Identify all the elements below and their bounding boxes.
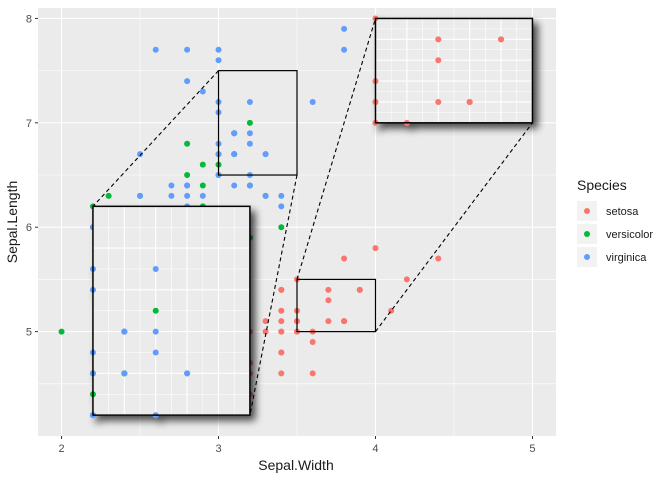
point-setosa: [309, 339, 316, 346]
y-tick-label: 8: [26, 13, 32, 25]
inset-point-setosa: [435, 57, 442, 64]
point-setosa: [278, 286, 285, 293]
point-virginica: [246, 140, 253, 147]
y-tick-label: 5: [26, 327, 32, 339]
point-virginica: [246, 98, 253, 105]
zoom-region-box: [217, 70, 298, 176]
y-tick-label: 7: [26, 118, 32, 130]
point-setosa: [278, 370, 285, 377]
point-versicolor: [58, 328, 65, 335]
inset-border: [92, 205, 251, 416]
legend-label-versicolor: versicolor: [606, 229, 653, 241]
zoom-region-box: [296, 278, 377, 333]
point-virginica: [184, 46, 191, 53]
point-setosa: [278, 349, 285, 356]
point-setosa: [372, 245, 379, 252]
point-versicolor: [278, 224, 285, 231]
point-versicolor: [199, 161, 206, 168]
point-setosa: [435, 255, 442, 262]
point-virginica: [215, 57, 222, 64]
point-virginica: [168, 182, 175, 189]
point-setosa: [325, 318, 332, 325]
point-virginica: [341, 46, 348, 53]
y-tick-label: 6: [26, 222, 32, 234]
point-virginica: [309, 98, 316, 105]
point-setosa: [278, 328, 285, 335]
point-versicolor: [199, 182, 206, 189]
legend-label-virginica: virginica: [606, 252, 647, 264]
point-virginica: [278, 192, 285, 199]
inset-point-setosa: [466, 98, 473, 105]
legend-swatch-setosa: [584, 208, 590, 214]
point-setosa: [278, 318, 285, 325]
point-virginica: [137, 192, 144, 199]
point-virginica: [341, 25, 348, 32]
inset-border: [374, 17, 534, 124]
point-virginica: [215, 46, 222, 53]
point-virginica: [184, 78, 191, 85]
x-tick-label: 4: [372, 443, 378, 455]
x-tick-label: 5: [529, 443, 535, 455]
inset-point-virginica: [152, 265, 159, 272]
point-versicolor: [105, 192, 112, 199]
x-tick-label: 3: [215, 443, 221, 455]
inset-point-virginica: [184, 370, 191, 377]
legend-swatch-versicolor: [584, 231, 590, 237]
point-setosa: [309, 370, 316, 377]
point-virginica: [246, 130, 253, 137]
y-axis-title: Sepal.Length: [4, 181, 20, 264]
point-virginica: [199, 192, 206, 199]
zoom-insets: [89, 15, 534, 419]
point-setosa: [356, 286, 363, 293]
zoom-connector-line: [249, 174, 298, 416]
point-virginica: [152, 46, 159, 53]
zoom-connector-line: [296, 18, 377, 280]
inset-point-virginica: [152, 328, 159, 335]
x-tick-label: 2: [58, 443, 64, 455]
inset-point-setosa: [435, 36, 442, 43]
inset-point-setosa: [435, 98, 442, 105]
point-setosa: [341, 318, 348, 325]
zoom-connector-line: [375, 122, 533, 332]
inset-point-virginica: [121, 328, 128, 335]
legend-swatch-virginica: [584, 254, 590, 260]
point-versicolor: [184, 172, 191, 179]
zoom-inset-panel: [372, 15, 534, 126]
point-setosa: [325, 286, 332, 293]
x-axis-title: Sepal.Width: [258, 457, 333, 473]
inset-point-virginica: [152, 349, 159, 356]
point-virginica: [262, 192, 269, 199]
zoom-inset-panel: [89, 205, 251, 419]
legend: Species setosa versicolor virginica: [577, 177, 653, 267]
legend-title: Species: [577, 177, 627, 193]
point-setosa: [262, 318, 269, 325]
zoom-connector-line: [92, 70, 219, 207]
point-setosa: [403, 276, 410, 283]
point-setosa: [325, 297, 332, 304]
point-setosa: [278, 307, 285, 314]
point-virginica: [278, 203, 285, 210]
axis-ticks: 2 3 4 5 5 6 7 8: [26, 13, 536, 455]
point-virginica: [262, 151, 269, 158]
point-virginica: [231, 151, 238, 158]
point-virginica: [231, 182, 238, 189]
point-setosa: [341, 255, 348, 262]
zoom-inset-1: [89, 70, 298, 419]
point-virginica: [184, 192, 191, 199]
legend-label-setosa: setosa: [606, 206, 639, 218]
point-virginica: [231, 130, 238, 137]
point-virginica: [246, 182, 253, 189]
point-virginica: [199, 88, 206, 95]
zoom-inset-2: [296, 15, 534, 333]
point-versicolor: [246, 119, 253, 126]
point-virginica: [137, 151, 144, 158]
inset-point-setosa: [498, 36, 505, 43]
inset-point-versicolor: [152, 307, 159, 314]
point-virginica: [168, 192, 175, 199]
inset-point-virginica: [121, 370, 128, 377]
point-versicolor: [184, 140, 191, 147]
point-virginica: [184, 182, 191, 189]
